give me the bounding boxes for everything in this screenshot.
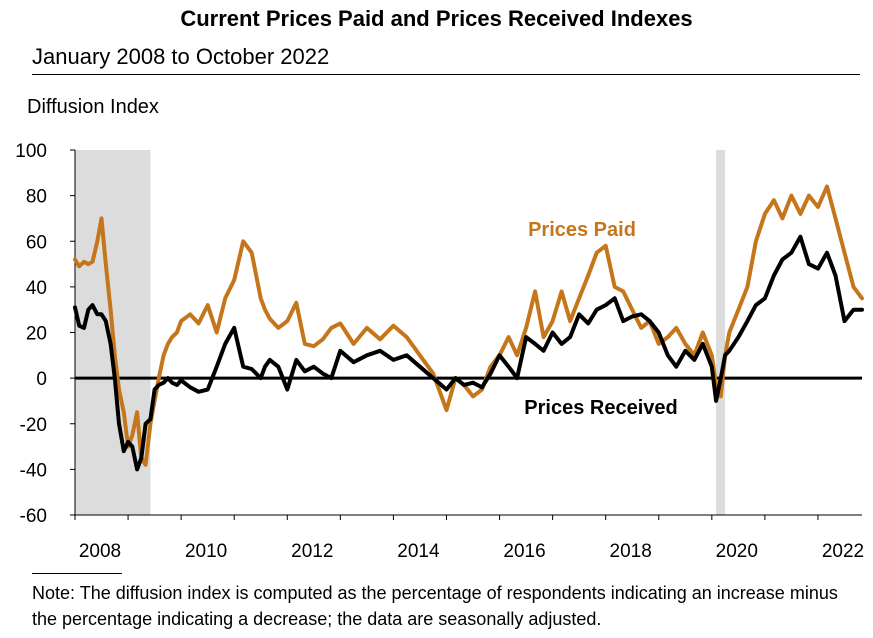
series-lines (73, 184, 864, 472)
y-tick-label: 0 (36, 369, 47, 390)
x-tick-label: 2022 (822, 541, 864, 562)
chart-title: Current Prices Paid and Prices Received … (180, 6, 693, 31)
x-tick-label: 2016 (503, 541, 545, 562)
y-tick-label: -60 (20, 506, 47, 527)
note-divider (32, 573, 122, 574)
y-tick-label: 60 (26, 232, 47, 253)
series-label-prices-received: Prices Received (524, 397, 677, 419)
line-chart: -60 -40 -20 0 20 40 60 80 100 2008 2010 2012 2014 201… (15, 141, 864, 562)
x-tick-label: 2020 (716, 541, 758, 562)
y-tick-label: 40 (26, 278, 47, 299)
y-tick-label: -20 (20, 415, 47, 436)
chart-subtitle: January 2008 to October 2022 (32, 44, 330, 69)
recession-band-1 (716, 150, 726, 515)
series-label-prices-paid: Prices Paid (528, 219, 636, 241)
x-tick-label: 2008 (79, 541, 121, 562)
x-tick-label: 2012 (291, 541, 333, 562)
y-tick-label: 100 (15, 141, 47, 162)
y-axis-label: Diffusion Index (27, 96, 159, 118)
y-tick-label: -40 (20, 460, 47, 481)
x-tick-label: 2018 (610, 541, 652, 562)
series-line-prices-received (73, 234, 864, 472)
x-tick-label: 2014 (397, 541, 440, 562)
y-tick-label: 20 (26, 324, 47, 345)
y-tick-label: 80 (26, 187, 47, 208)
x-tick-label: 2010 (185, 541, 227, 562)
title-divider (32, 74, 860, 75)
footnote: Note: The diffusion index is computed as… (32, 583, 838, 629)
series-line-prices-paid (73, 184, 864, 467)
axes: -60 -40 -20 0 20 40 60 80 100 2008 2010 2012 2014 201… (15, 141, 864, 562)
